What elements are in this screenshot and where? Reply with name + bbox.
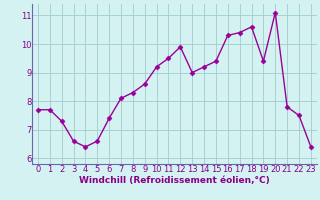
- X-axis label: Windchill (Refroidissement éolien,°C): Windchill (Refroidissement éolien,°C): [79, 176, 270, 185]
